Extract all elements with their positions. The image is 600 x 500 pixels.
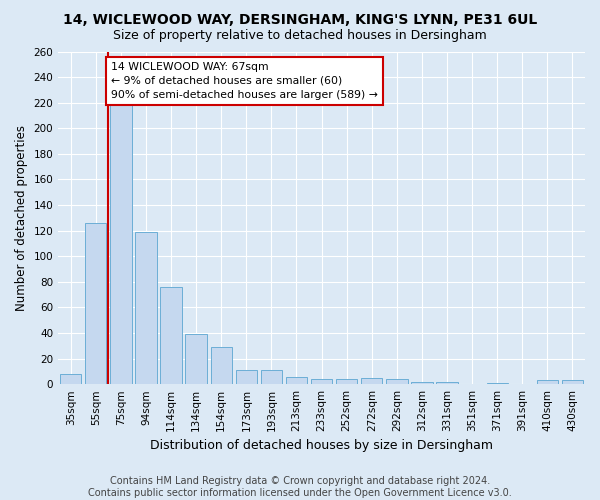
Text: 14, WICLEWOOD WAY, DERSINGHAM, KING'S LYNN, PE31 6UL: 14, WICLEWOOD WAY, DERSINGHAM, KING'S LY… — [63, 12, 537, 26]
Bar — [336, 379, 358, 384]
Text: Contains HM Land Registry data © Crown copyright and database right 2024.
Contai: Contains HM Land Registry data © Crown c… — [88, 476, 512, 498]
Bar — [136, 232, 157, 384]
Bar — [60, 374, 82, 384]
Bar — [311, 379, 332, 384]
X-axis label: Distribution of detached houses by size in Dersingham: Distribution of detached houses by size … — [150, 440, 493, 452]
Bar — [261, 370, 282, 384]
Bar — [185, 334, 207, 384]
Text: 14 WICLEWOOD WAY: 67sqm
← 9% of detached houses are smaller (60)
90% of semi-det: 14 WICLEWOOD WAY: 67sqm ← 9% of detached… — [111, 62, 378, 100]
Text: Size of property relative to detached houses in Dersingham: Size of property relative to detached ho… — [113, 28, 487, 42]
Bar — [411, 382, 433, 384]
Bar — [361, 378, 382, 384]
Bar — [236, 370, 257, 384]
Bar — [110, 105, 131, 384]
Bar — [160, 287, 182, 384]
Bar — [85, 223, 106, 384]
Bar — [211, 347, 232, 384]
Bar — [562, 380, 583, 384]
Bar — [286, 376, 307, 384]
Bar — [537, 380, 558, 384]
Bar — [386, 379, 407, 384]
Y-axis label: Number of detached properties: Number of detached properties — [15, 125, 28, 311]
Bar — [487, 383, 508, 384]
Bar — [436, 382, 458, 384]
